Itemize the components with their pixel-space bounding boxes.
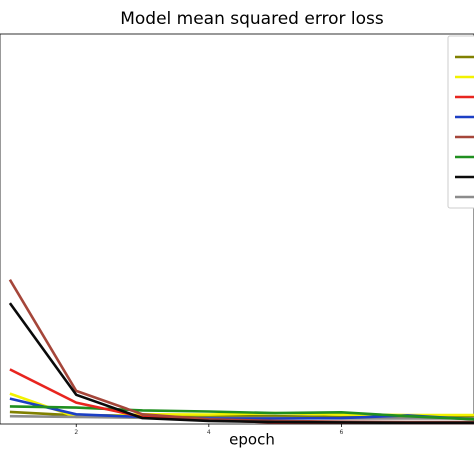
- x-tick-label: 4: [207, 429, 211, 436]
- x-axis-label: epoch: [229, 431, 275, 449]
- x-axis-ticks: 2 4 6: [74, 424, 343, 436]
- series-line-6: [9, 405, 474, 421]
- legend: [447, 35, 474, 209]
- series-lines: [8, 279, 474, 425]
- x-tick-label: 6: [339, 429, 343, 436]
- plot-area-frame: [0, 33, 474, 425]
- series-line-5: [8, 279, 474, 424]
- legend-box: [447, 35, 474, 209]
- x-tick-label: 2: [74, 429, 78, 436]
- chart-title: Model mean squared error loss: [120, 9, 384, 29]
- series-line-7: [8, 302, 474, 425]
